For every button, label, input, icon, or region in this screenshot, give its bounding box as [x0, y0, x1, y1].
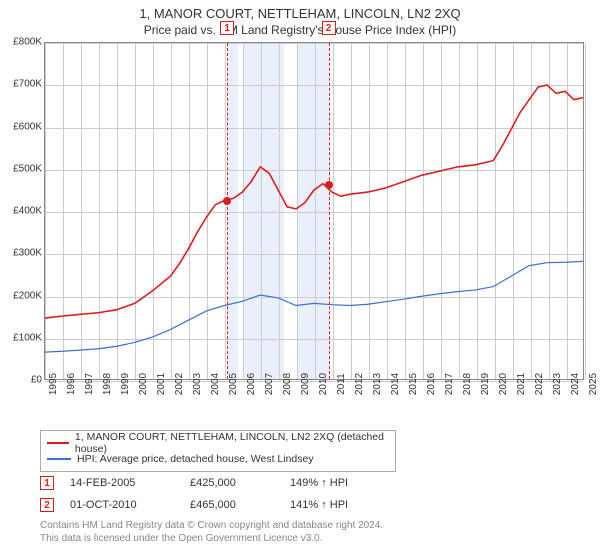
x-axis-label: 1998: [102, 373, 113, 395]
x-axis-label: 2004: [210, 373, 221, 395]
x-axis-label: 2003: [192, 373, 203, 395]
legend-label-2: HPI: Average price, detached house, West…: [77, 453, 314, 465]
y-axis-label: £400K: [2, 206, 42, 217]
x-axis-label: 2010: [318, 373, 329, 395]
title-line-1: 1, MANOR COURT, NETTLEHAM, LINCOLN, LN2 …: [0, 6, 600, 21]
chart-container: 1, MANOR COURT, NETTLEHAM, LINCOLN, LN2 …: [0, 0, 600, 560]
event-pct: 149% ↑ HPI: [290, 477, 370, 489]
event-pct: 141% ↑ HPI: [290, 499, 370, 511]
event-box: 1: [220, 21, 234, 35]
x-axis-label: 2011: [336, 373, 347, 395]
series-line-price_paid: [45, 85, 583, 318]
x-axis-label: 2017: [444, 373, 455, 395]
titles: 1, MANOR COURT, NETTLEHAM, LINCOLN, LN2 …: [0, 0, 600, 39]
event-price: £425,000: [190, 477, 290, 489]
x-axis-label: 1996: [66, 373, 77, 395]
event-date: 14-FEB-2005: [70, 477, 190, 489]
x-axis-label: 2016: [426, 373, 437, 395]
y-axis-label: £800K: [2, 37, 42, 48]
x-axis-label: 2025: [588, 373, 599, 395]
title-line-2: Price paid vs. HM Land Registry's House …: [0, 23, 600, 37]
x-axis-label: 2005: [228, 373, 239, 395]
event-line: [329, 43, 330, 379]
x-axis-label: 2012: [354, 373, 365, 395]
x-axis-label: 2000: [138, 373, 149, 395]
footer-line-1: Contains HM Land Registry data © Crown c…: [40, 520, 383, 533]
x-axis-label: 2021: [516, 373, 527, 395]
x-axis-label: 2020: [498, 373, 509, 395]
x-axis-label: 2013: [372, 373, 383, 395]
x-axis-label: 2015: [408, 373, 419, 395]
legend-label-1: 1, MANOR COURT, NETTLEHAM, LINCOLN, LN2 …: [75, 431, 389, 455]
y-axis-label: £300K: [2, 248, 42, 259]
x-axis-label: 2014: [390, 373, 401, 395]
x-axis-label: 2007: [264, 373, 275, 395]
event-line: [227, 43, 228, 379]
legend-swatch-1: [47, 442, 69, 444]
chart-svg: [45, 43, 583, 379]
y-axis-label: £600K: [2, 121, 42, 132]
event-row: 2 01-OCT-2010 £465,000 141% ↑ HPI: [40, 494, 370, 516]
x-axis-label: 2023: [552, 373, 563, 395]
price-marker: [325, 181, 333, 189]
x-axis-label: 2001: [156, 373, 167, 395]
event-row: 1 14-FEB-2005 £425,000 149% ↑ HPI: [40, 472, 370, 494]
legend: 1, MANOR COURT, NETTLEHAM, LINCOLN, LN2 …: [40, 430, 396, 472]
footer: Contains HM Land Registry data © Crown c…: [40, 520, 383, 545]
x-axis-label: 1997: [84, 373, 95, 395]
x-axis-label: 2024: [570, 373, 581, 395]
event-price: £465,000: [190, 499, 290, 511]
x-axis-label: 2019: [480, 373, 491, 395]
x-axis-label: 2009: [300, 373, 311, 395]
x-axis-label: 1995: [48, 373, 59, 395]
event-box: 2: [322, 21, 336, 35]
footer-line-2: This data is licensed under the Open Gov…: [40, 533, 383, 546]
x-axis-label: 2006: [246, 373, 257, 395]
event-number-box: 1: [40, 476, 54, 490]
chart-plot-area: 12: [44, 42, 584, 380]
event-number-box: 2: [40, 498, 54, 512]
price-marker: [223, 197, 231, 205]
y-axis-label: £200K: [2, 290, 42, 301]
y-axis-label: £700K: [2, 79, 42, 90]
x-axis-label: 2022: [534, 373, 545, 395]
x-axis-label: 1999: [120, 373, 131, 395]
events-table: 1 14-FEB-2005 £425,000 149% ↑ HPI 2 01-O…: [40, 472, 370, 516]
x-axis-label: 2002: [174, 373, 185, 395]
legend-row-series-1: 1, MANOR COURT, NETTLEHAM, LINCOLN, LN2 …: [47, 435, 389, 451]
x-axis-label: 2018: [462, 373, 473, 395]
y-axis-label: £500K: [2, 163, 42, 174]
x-axis-label: 2008: [282, 373, 293, 395]
gridline-v: [585, 43, 586, 379]
y-axis-label: £100K: [2, 332, 42, 343]
event-date: 01-OCT-2010: [70, 499, 190, 511]
legend-swatch-2: [47, 458, 71, 460]
y-axis-label: £0: [2, 375, 42, 386]
